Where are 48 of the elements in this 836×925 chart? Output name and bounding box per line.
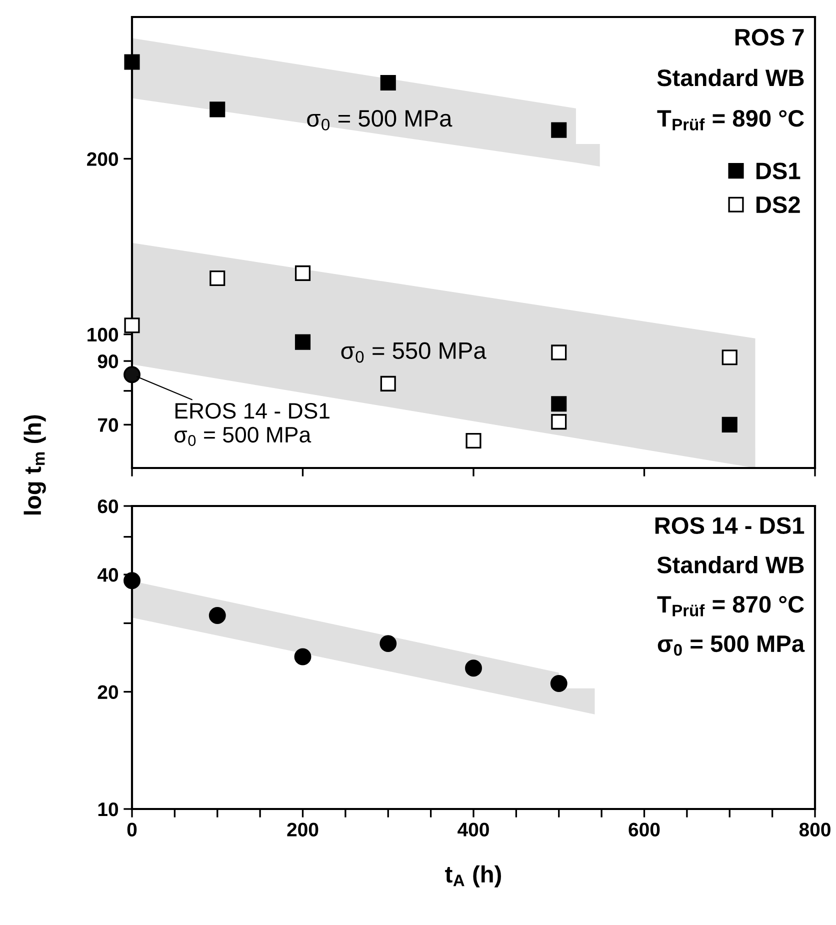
point [210, 102, 226, 118]
point [124, 318, 140, 334]
y-tick-label: 90 [98, 354, 118, 368]
annotation: ROS 7 [735, 28, 804, 46]
point [294, 334, 311, 350]
annotation: T$_{Prüf}$ = 870 °C [657, 596, 804, 616]
legend-label: DS1 [756, 162, 800, 180]
y-tick-label: 40 [97, 568, 118, 582]
point [124, 54, 140, 70]
point [208, 607, 226, 624]
annotation: T$_{Prüf}$ = 890 °C [657, 110, 804, 130]
point [722, 416, 738, 432]
y-tick-label: 200 [87, 152, 118, 166]
y-tick-label: 70 [98, 418, 118, 432]
x-tick-label: 200 [287, 822, 318, 836]
point [124, 366, 140, 384]
x-tick-label: 400 [458, 822, 489, 836]
point [380, 635, 397, 652]
y-tick-label: 100 [88, 328, 118, 342]
point [465, 660, 482, 677]
annotation: σ$_{0}$ = 500 MPa [658, 635, 805, 656]
y-tick-label: 20 [98, 685, 118, 700]
point [124, 572, 140, 590]
point [550, 675, 568, 692]
x-tick-label: 800 [799, 822, 830, 836]
y-tick-label: 10 [98, 802, 118, 816]
annotation: σ$_{0}$ = 550 MPa [341, 342, 486, 363]
point [294, 648, 312, 666]
annotation: σ$_{0}$ = 500 MPa [307, 110, 452, 130]
annotation: Standard WB [657, 68, 804, 86]
x-axis-title: t$_{A}$ (h) [445, 865, 501, 888]
x-tick-label: 0 [127, 822, 137, 836]
annotation: ROS 14 - DS1 [655, 517, 804, 534]
annotation: EROS 14 - DS1 σ$_{0}$ = 500 MPa [174, 402, 330, 446]
y-tick-label: 60 [98, 499, 118, 514]
point [294, 265, 311, 281]
x-tick-label: 600 [628, 822, 660, 836]
point [722, 350, 738, 366]
point [551, 414, 567, 430]
y-axis-title: log t$_{m}$ (h) [24, 415, 46, 514]
annotation: Standard WB [657, 556, 804, 574]
point [551, 396, 567, 412]
point [551, 344, 567, 360]
point [210, 270, 226, 286]
point [380, 376, 396, 392]
legend-label: DS2 [756, 196, 800, 214]
point [380, 74, 396, 91]
point [551, 122, 567, 138]
